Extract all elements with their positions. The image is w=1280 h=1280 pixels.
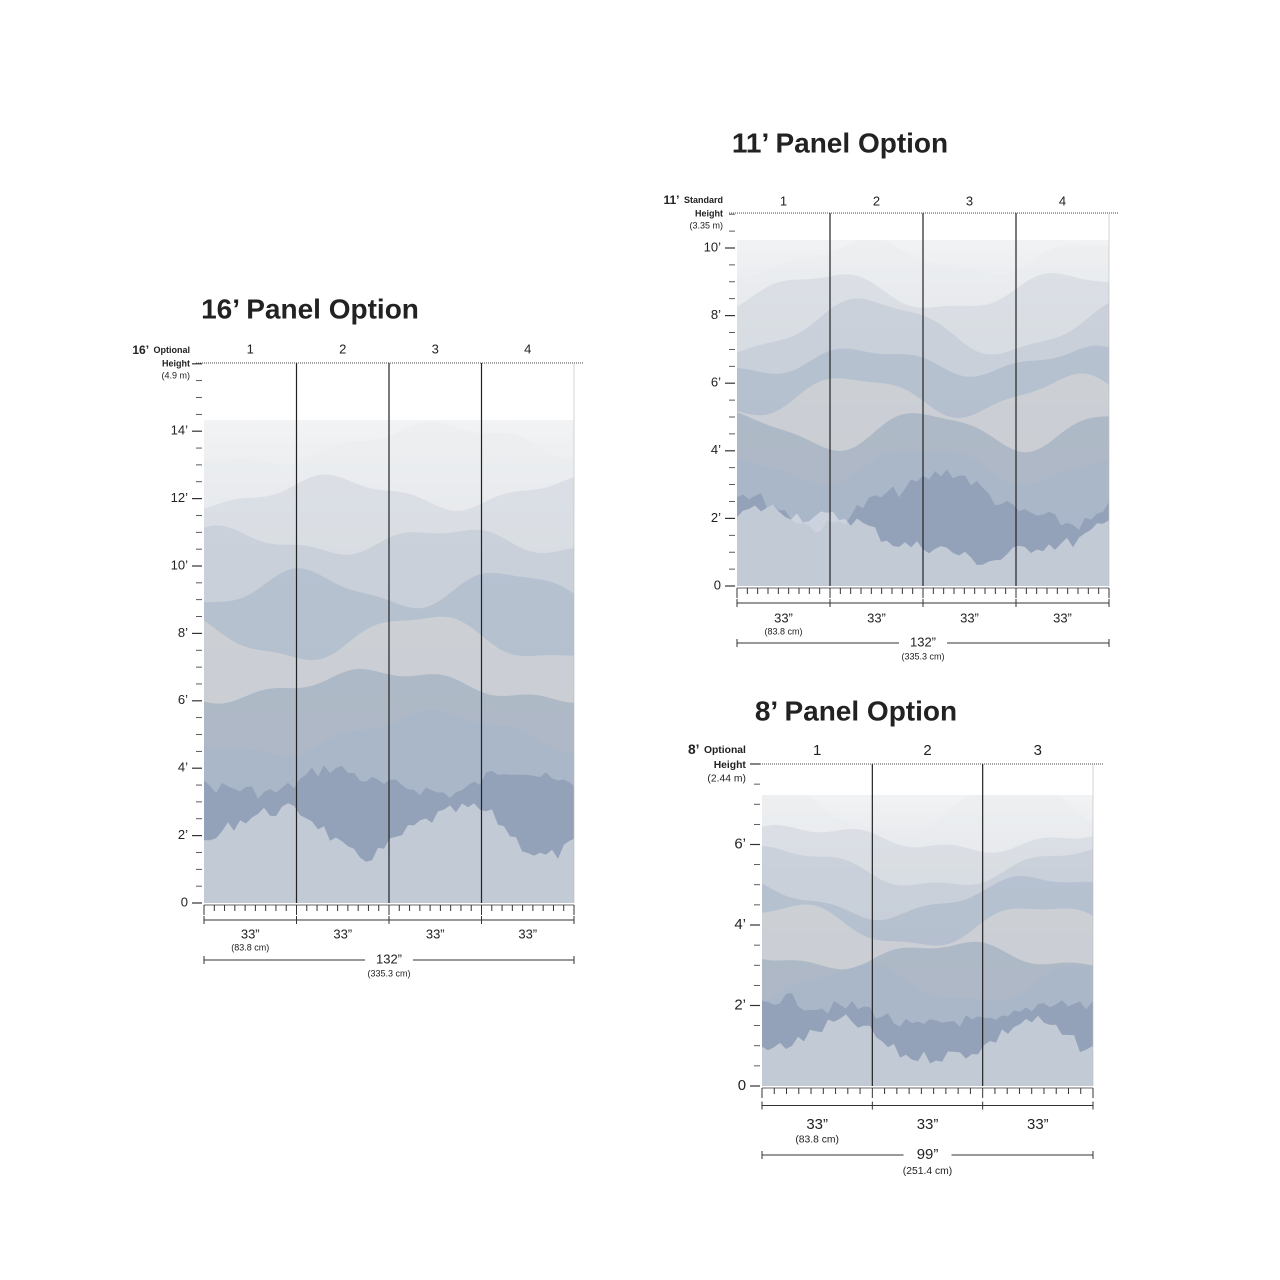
y-label: 4’ — [178, 760, 188, 775]
total-metric: (335.3 cm) — [901, 651, 944, 661]
panel-width-metric: (83.8 cm) — [795, 1135, 839, 1146]
panel-number: 2 — [923, 742, 931, 759]
y-label: 6’ — [711, 375, 721, 390]
panel-width: 33” — [426, 926, 445, 941]
height-metric: (3.35 m) — [689, 220, 723, 230]
y-label: 2’ — [734, 996, 746, 1013]
height-kind: Standard — [684, 195, 723, 205]
height-word: Height — [695, 208, 723, 218]
y-label: 0 — [714, 577, 721, 592]
panel-width: 33” — [774, 610, 793, 625]
total-width: 132” — [376, 951, 402, 966]
panel-width: 33” — [917, 1116, 939, 1133]
mural-art — [762, 795, 1093, 1086]
height-label: 11’ Standard — [664, 192, 724, 209]
height-size: 16’ — [132, 343, 149, 357]
mural-art — [737, 240, 1109, 586]
panel-number: 3 — [432, 341, 439, 356]
panel-width: 33” — [960, 610, 979, 625]
y-label: 2’ — [178, 827, 188, 842]
y-label: 8’ — [178, 625, 188, 640]
panel-number: 2 — [339, 341, 346, 356]
panel-width: 33” — [1053, 610, 1072, 625]
height-size: 11’ — [664, 193, 680, 207]
panel-width: 33” — [518, 926, 537, 941]
total-metric: (335.3 cm) — [367, 968, 410, 978]
y-label: 14’ — [171, 423, 188, 438]
y-label: 6’ — [734, 835, 746, 852]
total-width: 132” — [910, 634, 936, 649]
panel-title: 16’ Panel Option — [201, 293, 419, 324]
panel-number: 2 — [873, 193, 880, 208]
y-label: 10’ — [171, 557, 188, 572]
mural-art — [204, 420, 574, 903]
panel-width-metric: (83.8 cm) — [231, 942, 269, 952]
panel-option: 8’ Panel Option 8’ Optional Height (2.44 m)… — [688, 695, 1103, 1177]
height-metric: (4.9 m) — [161, 370, 190, 380]
panel-width: 33” — [1027, 1116, 1049, 1133]
y-label: 0 — [181, 894, 188, 909]
panel-title: 8’ Panel Option — [755, 695, 957, 726]
height-size: 8’ — [688, 742, 700, 757]
panel-number: 3 — [1034, 742, 1042, 759]
height-metric: (2.44 m) — [707, 774, 746, 785]
panel-number: 3 — [966, 193, 973, 208]
y-label: 4’ — [734, 916, 746, 933]
y-label: 10’ — [704, 239, 721, 254]
mural-ridge — [762, 1014, 1093, 1086]
height-label: 16’ Optional — [132, 342, 190, 359]
y-label: 2’ — [711, 510, 721, 525]
panel-number: 4 — [1059, 193, 1066, 208]
height-kind: Optional — [704, 745, 746, 756]
panel-number: 1 — [247, 341, 254, 356]
panel-title: 11’ Panel Option — [732, 127, 948, 158]
panel-width: 33” — [241, 926, 260, 941]
y-label: 8’ — [711, 307, 721, 322]
panel-number: 4 — [524, 341, 531, 356]
panel-width-metric: (83.8 cm) — [764, 626, 802, 636]
panel-number: 1 — [780, 193, 787, 208]
panel-width: 33” — [333, 926, 352, 941]
y-label: 0 — [738, 1077, 746, 1094]
y-label: 12’ — [171, 490, 188, 505]
y-label: 4’ — [711, 442, 721, 457]
height-label: 8’ Optional — [688, 741, 746, 758]
total-metric: (251.4 cm) — [903, 1166, 952, 1177]
panel-number: 1 — [813, 742, 821, 759]
y-label: 6’ — [178, 692, 188, 707]
total-width: 99” — [917, 1146, 939, 1163]
panel-width: 33” — [867, 610, 886, 625]
height-kind: Optional — [154, 345, 191, 355]
height-word: Height — [162, 358, 190, 368]
height-word: Height — [714, 760, 747, 771]
panel-width: 33” — [806, 1116, 828, 1133]
